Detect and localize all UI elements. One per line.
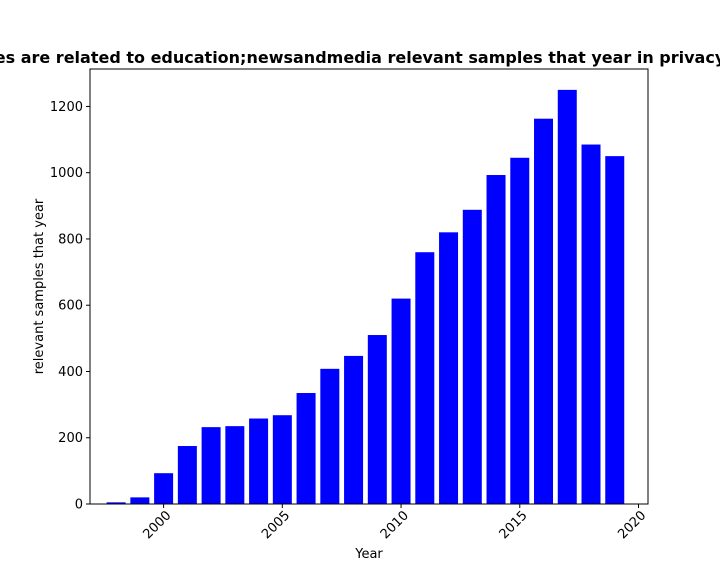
bar-2008 bbox=[344, 355, 364, 504]
bar-2014 bbox=[486, 175, 506, 504]
bar-2006 bbox=[296, 393, 316, 504]
bar-2017 bbox=[557, 89, 577, 505]
y-axis-label: relevant samples that year bbox=[32, 198, 47, 374]
bar-2010 bbox=[391, 298, 411, 504]
bar-2015 bbox=[510, 157, 530, 504]
bar-2018 bbox=[581, 144, 601, 505]
bars-group bbox=[106, 89, 625, 505]
x-tick-label-2015: 2015 bbox=[497, 508, 531, 542]
bar-2019 bbox=[605, 156, 625, 505]
x-tick-label-2010: 2010 bbox=[378, 508, 412, 542]
bar-2009 bbox=[367, 335, 387, 504]
bar-2012 bbox=[439, 232, 459, 504]
bar-2005 bbox=[272, 415, 292, 504]
x-tick-label-2020: 2020 bbox=[615, 508, 649, 542]
bar-2007 bbox=[320, 368, 340, 504]
bar-1998 bbox=[106, 502, 126, 504]
x-tick-label-2000: 2000 bbox=[140, 508, 174, 542]
plot-frame bbox=[89, 68, 649, 505]
y-tick-label-1200: 1200 bbox=[50, 100, 83, 115]
x-axis-label: Year bbox=[354, 547, 383, 562]
y-tick-label-200: 200 bbox=[58, 431, 83, 446]
y-tick-label-600: 600 bbox=[58, 299, 83, 314]
bar-2001 bbox=[177, 446, 197, 504]
x-axis: 2000 2005 2010 2015 2020 bbox=[140, 504, 649, 542]
y-tick-label-1000: 1000 bbox=[50, 166, 83, 181]
bar-2013 bbox=[462, 209, 482, 504]
bar-1999 bbox=[130, 497, 150, 504]
y-tick-label-800: 800 bbox=[58, 232, 83, 247]
y-tick-label-400: 400 bbox=[58, 365, 83, 380]
bar-2004 bbox=[249, 418, 269, 504]
y-axis: 0 200 400 600 800 1000 1200 bbox=[50, 100, 90, 513]
y-tick-label-0: 0 bbox=[75, 498, 83, 513]
bar-2003 bbox=[225, 426, 245, 504]
bar-2002 bbox=[201, 427, 221, 504]
bar-2000 bbox=[154, 473, 174, 504]
x-tick-label-2005: 2005 bbox=[259, 508, 293, 542]
bar-2011 bbox=[415, 252, 435, 504]
bar-2016 bbox=[534, 118, 554, 505]
chart-title: es are related to education;newsandmedia… bbox=[0, 48, 720, 67]
